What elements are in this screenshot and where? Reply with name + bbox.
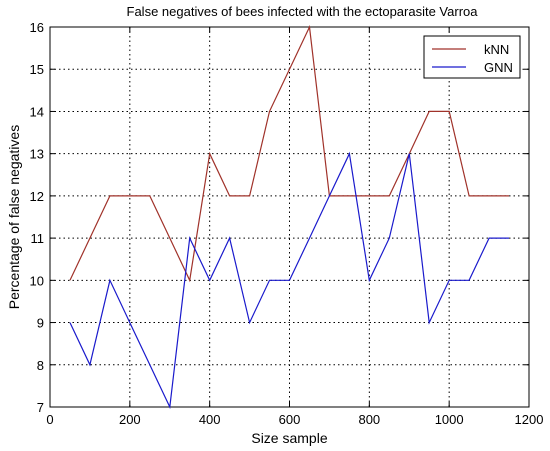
x-tick-label: 400 — [199, 412, 221, 427]
y-tick-label: 10 — [30, 273, 44, 288]
y-tick-label: 14 — [30, 104, 44, 119]
y-tick-label: 9 — [37, 316, 44, 331]
y-tick-label: 11 — [31, 231, 45, 246]
legend-box — [423, 35, 521, 79]
x-axis-title: Size sample — [251, 430, 327, 446]
y-tick-label: 12 — [30, 189, 44, 204]
x-tick-label: 1000 — [435, 412, 464, 427]
x-tick-label: 600 — [279, 412, 301, 427]
y-tick-label: 7 — [37, 400, 44, 415]
y-axis-title: Percentage of false negatives — [6, 125, 22, 309]
x-tick-label: 0 — [46, 412, 53, 427]
y-tick-label: 8 — [37, 358, 44, 373]
y-tick-label: 13 — [30, 147, 44, 162]
legend-label-knn: kNN — [484, 42, 509, 57]
legend-label-gnn: GNN — [484, 60, 513, 75]
axis-ticks: 0 200 400 600 800 1000 1200 7 8 9 10 11 12 13 14 15 16 — [30, 20, 544, 427]
legend: kNN GNN — [423, 35, 521, 79]
x-tick-label: 800 — [358, 412, 380, 427]
y-tick-label: 15 — [30, 62, 44, 77]
x-tick-label: 1200 — [515, 412, 544, 427]
series-line-knn — [69, 24, 509, 283]
series-line-gnn — [69, 151, 509, 410]
y-tick-label: 16 — [30, 20, 44, 35]
series-lines — [69, 24, 510, 410]
chart-title: False negatives of bees infected with th… — [127, 4, 479, 19]
x-tick-label: 200 — [119, 412, 141, 427]
